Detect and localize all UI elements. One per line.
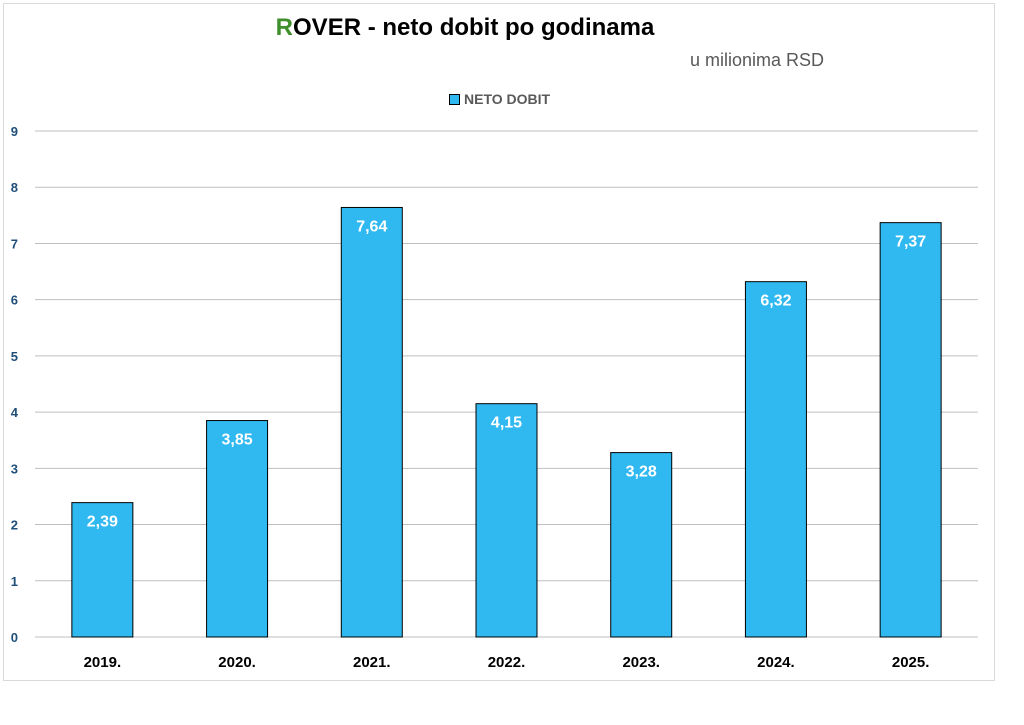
y-tick-label: 1 — [11, 574, 18, 589]
legend-label: NETO DOBIT — [464, 91, 551, 107]
data-label: 3,85 — [222, 432, 253, 449]
y-tick-label: 6 — [11, 293, 18, 308]
bar — [879, 222, 942, 638]
y-tick-label: 7 — [11, 236, 18, 251]
chart-legend: NETO DOBIT — [449, 91, 550, 107]
bar — [71, 502, 134, 638]
y-tick-label: 8 — [11, 180, 18, 195]
chart-subtitle: u milionima RSD — [690, 50, 825, 70]
data-label: 3,28 — [626, 464, 657, 481]
data-label: 2,39 — [87, 514, 118, 531]
bar — [475, 403, 538, 638]
y-tick-label: 5 — [11, 349, 18, 364]
bar — [206, 420, 269, 638]
bar — [744, 281, 807, 638]
data-label: 7,64 — [356, 218, 387, 235]
x-tick-label: 2023. — [622, 654, 660, 671]
title-rest: OVER - neto dobit po godinama — [293, 14, 655, 41]
legend-swatch — [449, 93, 460, 105]
data-label: 4,15 — [491, 415, 522, 432]
x-tick-label: 2022. — [488, 654, 526, 671]
y-tick-label: 9 — [11, 124, 18, 139]
x-tick-label: 2025. — [892, 654, 930, 671]
x-tick-label: 2020. — [218, 654, 256, 671]
data-label: 6,32 — [760, 293, 791, 310]
title-accent: R — [275, 14, 294, 41]
y-tick-label: 0 — [11, 630, 18, 645]
chart-title: ROVER - neto dobit po godinama — [0, 14, 930, 42]
x-tick-label: 2024. — [757, 654, 795, 671]
y-tick-label: 3 — [11, 461, 18, 476]
bar — [340, 206, 403, 638]
data-label: 7,37 — [895, 234, 926, 251]
y-tick-label: 4 — [11, 405, 19, 420]
x-tick-label: 2019. — [84, 654, 122, 671]
y-tick-label: 2 — [11, 518, 18, 533]
x-tick-label: 2021. — [353, 654, 391, 671]
bar — [610, 452, 673, 638]
